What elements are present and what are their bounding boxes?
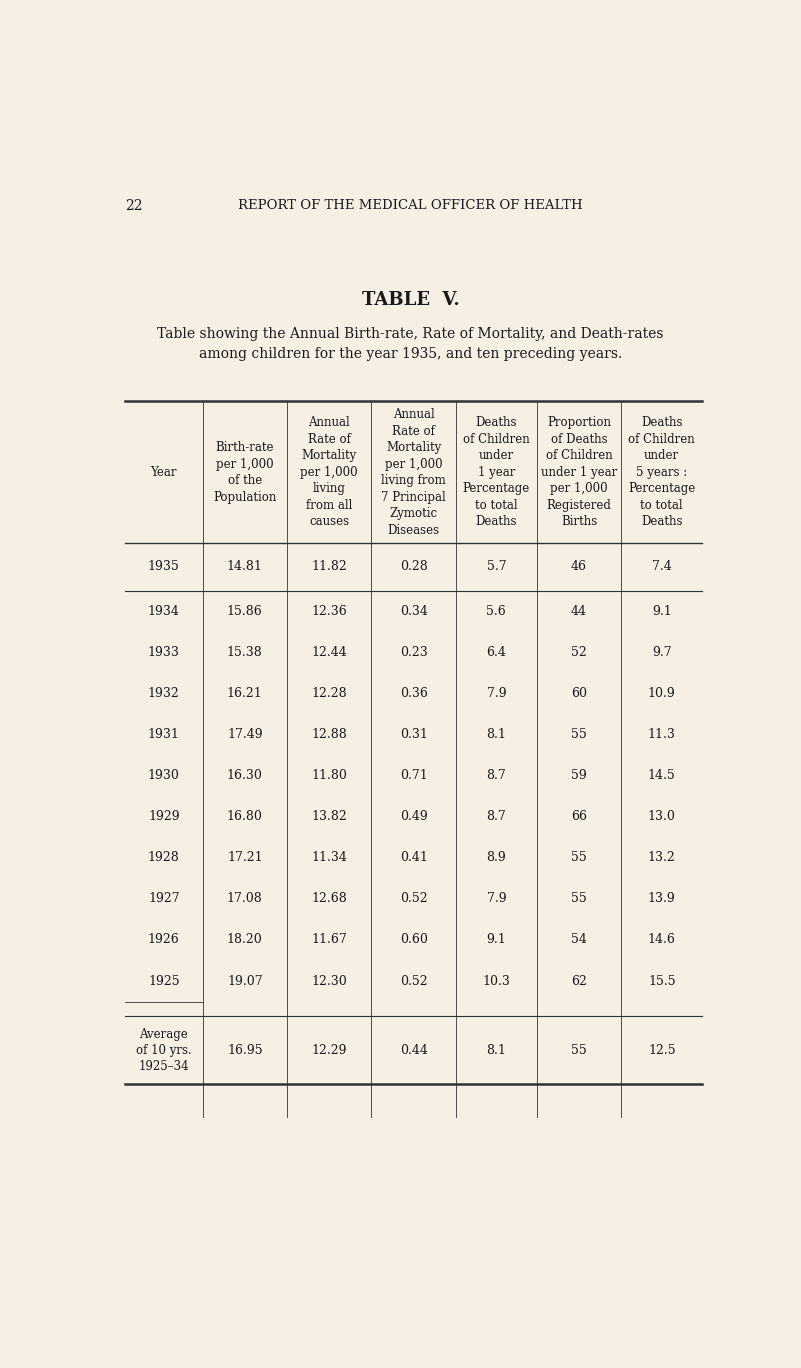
Text: 15.5: 15.5	[648, 974, 675, 988]
Text: 11.82: 11.82	[312, 561, 347, 573]
Text: 15.86: 15.86	[227, 605, 263, 618]
Text: 62: 62	[571, 974, 587, 988]
Text: 9.1: 9.1	[486, 933, 506, 947]
Text: 13.2: 13.2	[648, 851, 675, 865]
Text: 7.4: 7.4	[652, 561, 671, 573]
Text: 1930: 1930	[148, 769, 179, 782]
Text: REPORT OF THE MEDICAL OFFICER OF HEALTH: REPORT OF THE MEDICAL OFFICER OF HEALTH	[238, 198, 583, 212]
Text: 1934: 1934	[148, 605, 179, 618]
Text: 17.21: 17.21	[227, 851, 263, 865]
Text: 0.34: 0.34	[400, 605, 428, 618]
Text: 9.1: 9.1	[652, 605, 671, 618]
Text: 1925: 1925	[148, 974, 179, 988]
Text: 12.28: 12.28	[312, 687, 347, 700]
Text: 0.52: 0.52	[400, 892, 428, 906]
Text: 13.0: 13.0	[648, 810, 676, 824]
Text: Annual
Rate of
Mortality
per 1,000
living from
7 Principal
Zymotic
Diseases: Annual Rate of Mortality per 1,000 livin…	[381, 408, 446, 536]
Text: 15.38: 15.38	[227, 646, 263, 659]
Text: 0.31: 0.31	[400, 728, 428, 741]
Text: 54: 54	[571, 933, 587, 947]
Text: 12.68: 12.68	[312, 892, 347, 906]
Text: 1926: 1926	[148, 933, 179, 947]
Text: Proportion
of Deaths
of Children
under 1 year
per 1,000
Registered
Births: Proportion of Deaths of Children under 1…	[541, 416, 618, 528]
Text: Table showing the Annual Birth-rate, Rate of Mortality, and Death-rates
among ch: Table showing the Annual Birth-rate, Rat…	[157, 327, 664, 361]
Text: 8.1: 8.1	[486, 1044, 506, 1056]
Text: 10.3: 10.3	[482, 974, 510, 988]
Text: 55: 55	[571, 851, 587, 865]
Text: 17.08: 17.08	[227, 892, 263, 906]
Text: 16.80: 16.80	[227, 810, 263, 824]
Text: 11.34: 11.34	[312, 851, 347, 865]
Text: 0.49: 0.49	[400, 810, 428, 824]
Text: 0.23: 0.23	[400, 646, 428, 659]
Text: 14.81: 14.81	[227, 561, 263, 573]
Text: 12.30: 12.30	[312, 974, 347, 988]
Text: 8.7: 8.7	[486, 810, 506, 824]
Text: 1933: 1933	[148, 646, 179, 659]
Text: 1928: 1928	[148, 851, 179, 865]
Text: 44: 44	[571, 605, 587, 618]
Text: 11.80: 11.80	[312, 769, 347, 782]
Text: 8.7: 8.7	[486, 769, 506, 782]
Text: 12.44: 12.44	[312, 646, 347, 659]
Text: 5.7: 5.7	[486, 561, 506, 573]
Text: 55: 55	[571, 1044, 587, 1056]
Text: 16.30: 16.30	[227, 769, 263, 782]
Text: 0.52: 0.52	[400, 974, 428, 988]
Text: 14.6: 14.6	[648, 933, 676, 947]
Text: 22: 22	[125, 198, 143, 213]
Text: Average
of 10 yrs.
1925–34: Average of 10 yrs. 1925–34	[136, 1027, 191, 1073]
Text: 18.20: 18.20	[227, 933, 263, 947]
Text: 52: 52	[571, 646, 587, 659]
Text: 12.36: 12.36	[312, 605, 347, 618]
Text: 66: 66	[571, 810, 587, 824]
Text: Year: Year	[151, 465, 177, 479]
Text: 60: 60	[571, 687, 587, 700]
Text: 46: 46	[571, 561, 587, 573]
Text: 7.9: 7.9	[486, 687, 506, 700]
Text: 16.21: 16.21	[227, 687, 263, 700]
Text: 1931: 1931	[148, 728, 179, 741]
Text: 19.07: 19.07	[227, 974, 263, 988]
Text: 8.1: 8.1	[486, 728, 506, 741]
Text: 12.29: 12.29	[312, 1044, 347, 1056]
Text: 0.28: 0.28	[400, 561, 428, 573]
Text: Birth-rate
per 1,000
of the
Population: Birth-rate per 1,000 of the Population	[213, 440, 276, 503]
Text: 17.49: 17.49	[227, 728, 263, 741]
Text: 1927: 1927	[148, 892, 179, 906]
Text: 0.60: 0.60	[400, 933, 428, 947]
Text: 14.5: 14.5	[648, 769, 675, 782]
Text: TABLE  V.: TABLE V.	[361, 290, 460, 309]
Text: 11.67: 11.67	[312, 933, 347, 947]
Text: 7.9: 7.9	[486, 892, 506, 906]
Text: 8.9: 8.9	[486, 851, 506, 865]
Text: Annual
Rate of
Mortality
per 1,000
living
from all
causes: Annual Rate of Mortality per 1,000 livin…	[300, 416, 358, 528]
Text: Deaths
of Children
under
5 years :
Percentage
to total
Deaths: Deaths of Children under 5 years : Perce…	[628, 416, 695, 528]
Text: 1935: 1935	[148, 561, 179, 573]
Text: 12.88: 12.88	[312, 728, 347, 741]
Text: 55: 55	[571, 892, 587, 906]
Text: 13.9: 13.9	[648, 892, 675, 906]
Text: 16.95: 16.95	[227, 1044, 263, 1056]
Text: 55: 55	[571, 728, 587, 741]
Text: Deaths
of Children
under
1 year
Percentage
to total
Deaths: Deaths of Children under 1 year Percenta…	[463, 416, 530, 528]
Text: 1929: 1929	[148, 810, 179, 824]
Text: 0.36: 0.36	[400, 687, 428, 700]
Text: 59: 59	[571, 769, 587, 782]
Text: 9.7: 9.7	[652, 646, 671, 659]
Text: 11.3: 11.3	[648, 728, 676, 741]
Text: 12.5: 12.5	[648, 1044, 675, 1056]
Text: 5.6: 5.6	[486, 605, 506, 618]
Text: 0.41: 0.41	[400, 851, 428, 865]
Text: 10.9: 10.9	[648, 687, 675, 700]
Text: 0.71: 0.71	[400, 769, 428, 782]
Text: 13.82: 13.82	[312, 810, 347, 824]
Text: 1932: 1932	[148, 687, 179, 700]
Text: 6.4: 6.4	[486, 646, 506, 659]
Text: 0.44: 0.44	[400, 1044, 428, 1056]
